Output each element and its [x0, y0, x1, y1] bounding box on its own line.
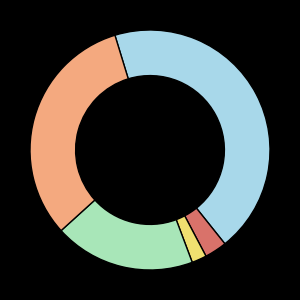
Wedge shape: [115, 30, 270, 244]
Wedge shape: [61, 200, 192, 270]
Wedge shape: [30, 35, 128, 231]
Wedge shape: [176, 216, 206, 262]
Wedge shape: [185, 208, 225, 256]
